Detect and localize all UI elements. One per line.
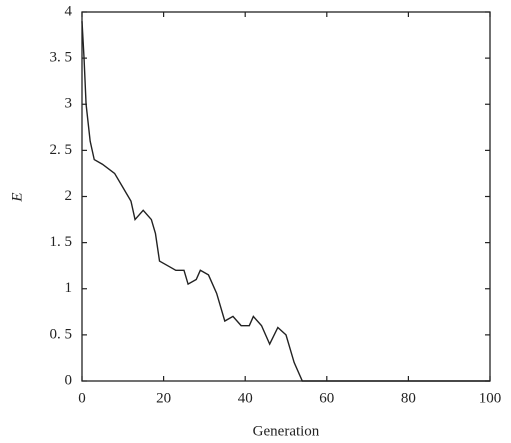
y-tick-label: 1. 5 [50, 234, 73, 250]
y-tick-label: 1 [65, 280, 73, 296]
y-axis-label: E [9, 192, 25, 202]
y-tick-label: 3. 5 [50, 50, 73, 66]
data-line [81, 21, 490, 382]
x-tick-label: 20 [156, 390, 171, 406]
x-tick-label: 60 [319, 390, 334, 406]
plot-frame [81, 11, 491, 382]
y-tick-label: 3 [65, 96, 73, 112]
x-tick-label: 0 [78, 390, 86, 406]
y-tick-label: 0. 5 [50, 326, 73, 342]
x-tick-label: 100 [479, 390, 502, 406]
x-axis-label: Generation [253, 423, 320, 439]
x-tick-label: 40 [238, 390, 253, 406]
y-tick-label: 2 [65, 188, 73, 204]
y-tick-label: 2. 5 [50, 142, 73, 158]
x-tick-label: 80 [401, 390, 416, 406]
y-tick-label: 4 [65, 3, 73, 19]
y-tick-label: 0 [65, 372, 73, 388]
